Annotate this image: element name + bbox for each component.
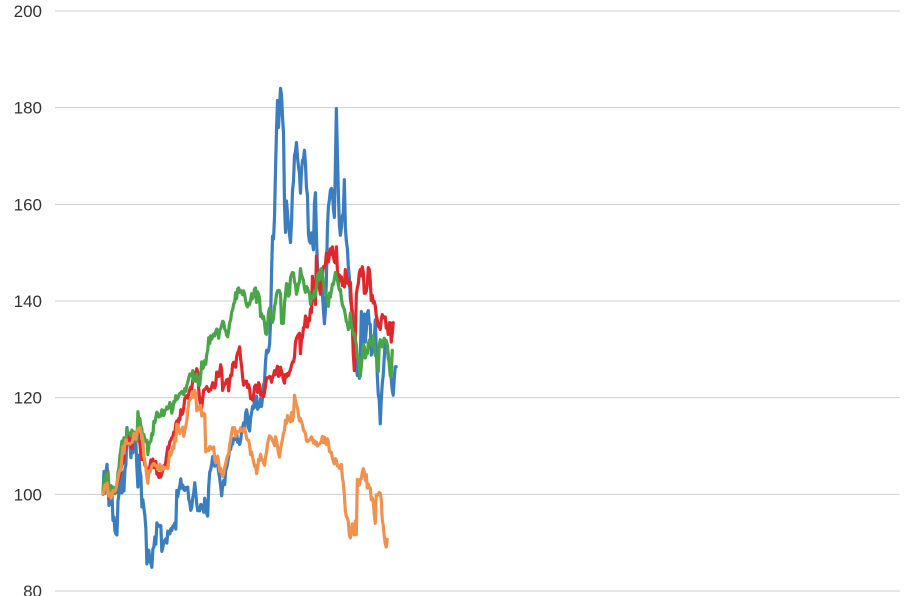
series-line-3 xyxy=(101,267,394,496)
y-tick-label-100: 100 xyxy=(14,485,42,504)
series-line-4 xyxy=(101,388,389,549)
series-lines xyxy=(101,86,398,569)
y-tick-label-140: 140 xyxy=(14,292,42,311)
y-tick-label-180: 180 xyxy=(14,99,42,118)
y-tick-label-80: 80 xyxy=(23,582,42,596)
y-tick-label-160: 160 xyxy=(14,195,42,214)
y-tick-label-120: 120 xyxy=(14,389,42,408)
y-axis-tick-labels: 80 100 120 140 160 180 200 xyxy=(14,2,42,596)
y-tick-label-200: 200 xyxy=(14,2,42,21)
gridlines xyxy=(55,10,900,592)
series-line-2 xyxy=(101,245,395,500)
series-line-1 xyxy=(101,86,398,569)
